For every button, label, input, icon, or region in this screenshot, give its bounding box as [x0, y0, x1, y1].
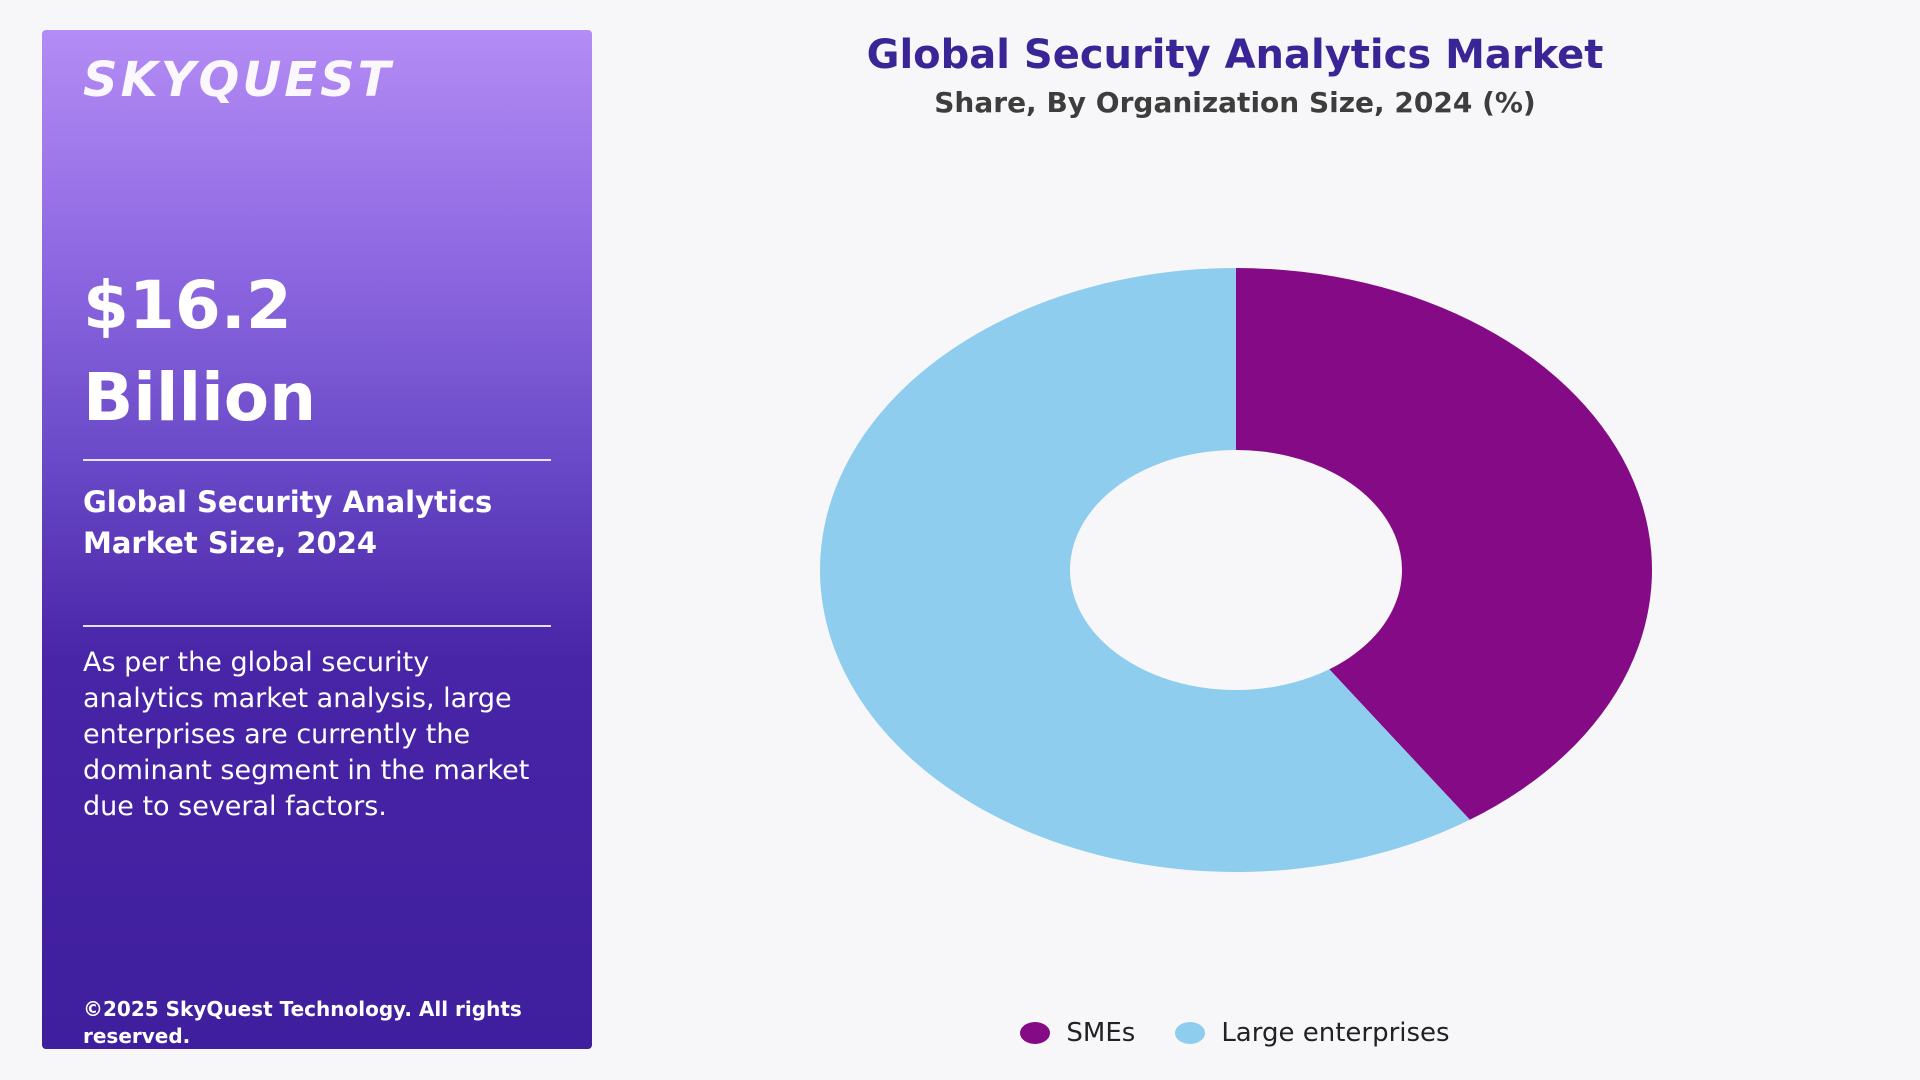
market-size-value: $16.2 Billion: [83, 260, 553, 444]
market-size-label: Global Security Analytics Market Size, 2…: [83, 485, 493, 560]
legend-swatch-smes: [1020, 1022, 1051, 1044]
legend-label-large-enterprises: Large enterprises: [1221, 1018, 1450, 1048]
chart-legend: SMEs Large enterprises: [600, 1018, 1870, 1048]
copyright-notice: ©2025 SkyQuest Technology. All rights re…: [83, 997, 522, 1048]
legend-swatch-large-enterprises: [1175, 1022, 1206, 1044]
chart-subtitle: Share, By Organization Size, 2024 (%): [934, 86, 1536, 119]
donut-slice-large-enterprises[interactable]: [819, 268, 1470, 872]
market-size-amount: $16.2: [83, 267, 292, 344]
market-size-unit: Billion: [83, 359, 317, 436]
chart-title: Global Security Analytics Market: [866, 32, 1604, 78]
market-description: As per the global security analytics mar…: [83, 647, 530, 822]
divider: [83, 459, 551, 461]
legend-label-smes: SMEs: [1066, 1018, 1136, 1048]
legend-item-large-enterprises[interactable]: Large enterprises: [1175, 1018, 1450, 1048]
divider: [83, 625, 551, 627]
donut-slice-smes[interactable]: [1236, 268, 1652, 820]
legend-item-smes[interactable]: SMEs: [1020, 1018, 1135, 1048]
skyquest-logo: SKYQUEST: [83, 52, 394, 108]
summary-panel: SKYQUEST $16.2 Billion Global Security A…: [42, 30, 592, 1049]
